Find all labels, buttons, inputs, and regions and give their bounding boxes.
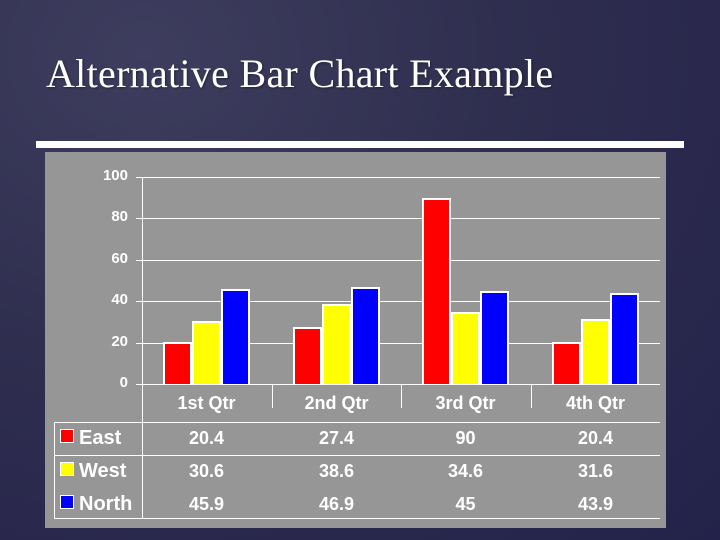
table-line (54, 455, 660, 456)
table-cell: 31.6 (577, 461, 614, 481)
bar-north (221, 289, 250, 384)
table-line (54, 518, 660, 519)
slide-title: Alternative Bar Chart Example (46, 51, 554, 96)
legend-swatch-north (60, 495, 74, 509)
gridline (136, 301, 660, 302)
y-tick-label: 60 (111, 250, 128, 267)
bar-east (293, 327, 322, 384)
bar-east (422, 198, 451, 384)
bar-east (163, 342, 192, 384)
category-label: 2nd Qtr (304, 393, 369, 413)
gridline (136, 384, 660, 385)
category-label: 1st Qtr (177, 393, 236, 413)
table-left-border (54, 422, 55, 518)
y-tick-label: 0 (119, 374, 128, 391)
bar-north (351, 287, 380, 384)
bar-west (451, 312, 480, 384)
table-cell: 45.9 (188, 494, 225, 514)
bar-west (192, 321, 221, 384)
gridline (136, 260, 660, 261)
category-separator (272, 384, 273, 408)
legend-swatch-east (60, 429, 74, 443)
gridline (136, 177, 660, 178)
legend-label: East (79, 427, 122, 449)
category-label: 4th Qtr (565, 393, 625, 413)
y-tick-label: 100 (102, 167, 128, 184)
table-cell: 45 (455, 494, 476, 514)
legend-swatch-west (60, 462, 74, 476)
title-divider (36, 141, 684, 148)
bar-east (552, 342, 581, 384)
y-axis-line (142, 177, 143, 518)
table-cell: 46.9 (318, 494, 355, 514)
bar-west (322, 304, 351, 384)
table-cell: 90 (455, 428, 476, 448)
legend-item-north: North (60, 493, 132, 516)
category-label: 3rd Qtr (435, 393, 496, 413)
table-cell: 27.4 (318, 428, 355, 448)
y-tick-label: 80 (111, 208, 128, 225)
category-separator (401, 384, 402, 408)
bar-north (610, 293, 639, 384)
category-separator (531, 384, 532, 408)
table-cell: 20.4 (577, 428, 614, 448)
legend-label: North (79, 493, 133, 515)
y-tick-label: 40 (111, 291, 128, 308)
table-cell: 30.6 (188, 461, 225, 481)
table-line (54, 422, 660, 423)
bar-west (581, 319, 610, 384)
table-cell: 38.6 (318, 461, 355, 481)
table-cell: 43.9 (577, 494, 614, 514)
table-cell: 20.4 (188, 428, 225, 448)
gridline (136, 218, 660, 219)
table-cell: 34.6 (447, 461, 484, 481)
legend-item-west: West (60, 460, 126, 483)
legend-label: West (79, 460, 127, 482)
legend-item-east: East (60, 427, 121, 450)
bar-north (480, 291, 509, 384)
y-tick-label: 20 (111, 333, 128, 350)
gridline (136, 343, 660, 344)
